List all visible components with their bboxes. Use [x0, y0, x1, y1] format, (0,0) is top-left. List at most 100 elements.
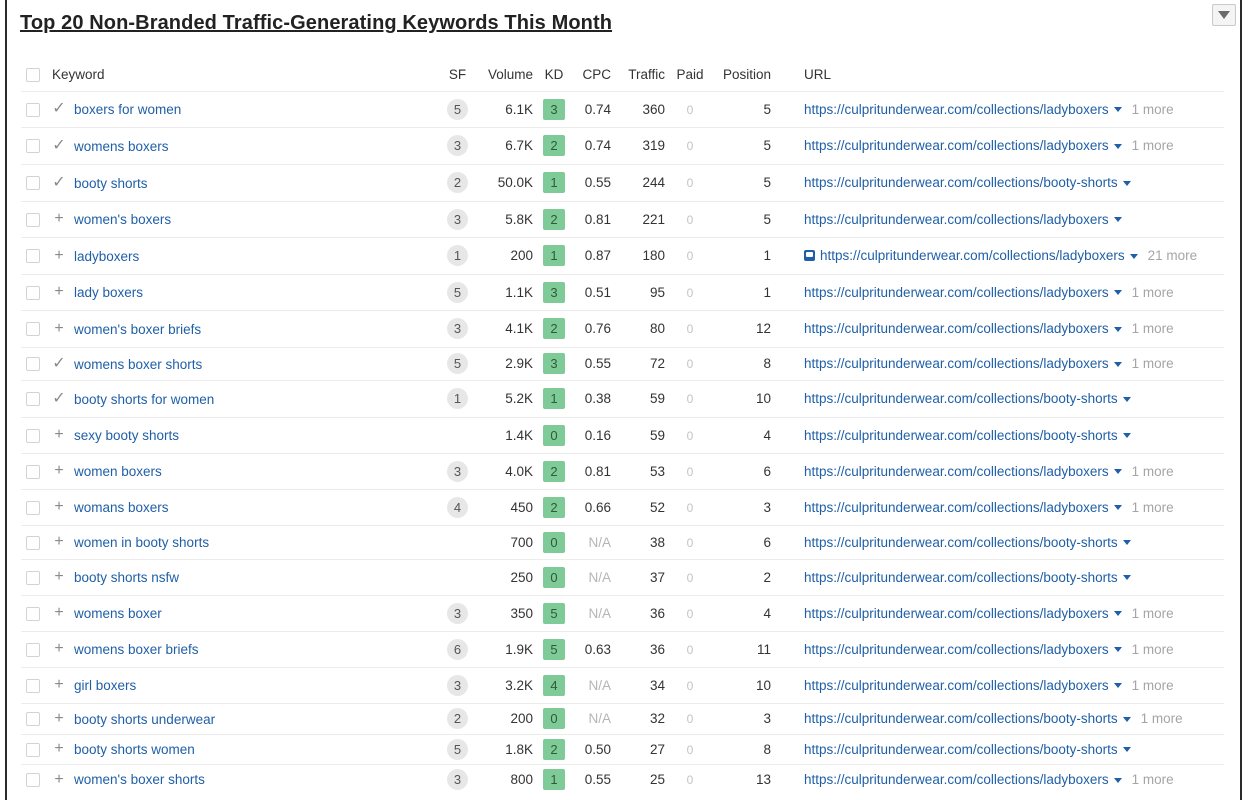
- row-checkbox[interactable]: [26, 285, 40, 300]
- add-plus-icon[interactable]: +: [54, 319, 64, 337]
- sf-badge[interactable]: 3: [447, 674, 468, 696]
- url-link[interactable]: https://culpritunderwear.com/collections…: [804, 741, 1118, 757]
- keyword-link[interactable]: booty shorts women: [74, 741, 195, 757]
- add-plus-icon[interactable]: +: [54, 604, 64, 622]
- keyword-link[interactable]: womens boxers: [74, 138, 169, 154]
- row-checkbox[interactable]: [26, 428, 40, 443]
- sf-badge[interactable]: 1: [447, 245, 468, 266]
- keyword-link[interactable]: women boxers: [74, 463, 162, 479]
- url-link[interactable]: https://culpritunderwear.com/collections…: [804, 356, 1109, 371]
- caret-down-icon[interactable]: [1113, 290, 1122, 296]
- caret-down-icon[interactable]: [1113, 361, 1122, 367]
- more-urls-link[interactable]: 1 more: [1131, 499, 1174, 515]
- row-checkbox[interactable]: [26, 102, 40, 117]
- caret-down-icon[interactable]: [1113, 505, 1122, 511]
- keyword-link[interactable]: womans boxers: [74, 499, 169, 515]
- column-header-traffic[interactable]: Traffic: [628, 66, 665, 82]
- url-link[interactable]: https://culpritunderwear.com/collections…: [804, 427, 1118, 443]
- caret-down-icon[interactable]: [1122, 540, 1131, 546]
- sf-badge[interactable]: 3: [447, 318, 468, 339]
- caret-down-icon[interactable]: [1113, 647, 1122, 653]
- caret-down-icon[interactable]: [1113, 143, 1122, 149]
- keyword-link[interactable]: booty shorts underwear: [74, 711, 216, 727]
- select-all-checkbox[interactable]: [26, 67, 40, 82]
- more-urls-link[interactable]: 1 more: [1131, 138, 1174, 153]
- add-plus-icon[interactable]: +: [54, 498, 64, 516]
- add-plus-icon[interactable]: +: [54, 426, 64, 444]
- url-link[interactable]: https://culpritunderwear.com/collections…: [804, 211, 1109, 227]
- url-link[interactable]: https://culpritunderwear.com/collections…: [804, 605, 1109, 621]
- sf-badge[interactable]: 2: [447, 172, 468, 193]
- row-checkbox[interactable]: [26, 606, 40, 621]
- caret-down-icon[interactable]: [1122, 716, 1131, 722]
- row-checkbox[interactable]: [26, 642, 40, 657]
- keyword-link[interactable]: girl boxers: [74, 677, 137, 693]
- more-urls-link[interactable]: 1 more: [1140, 711, 1183, 726]
- caret-down-icon[interactable]: [1129, 253, 1138, 259]
- more-urls-link[interactable]: 1 more: [1131, 321, 1174, 336]
- column-header-position[interactable]: Position: [722, 66, 771, 82]
- row-checkbox[interactable]: [26, 464, 40, 479]
- caret-down-icon[interactable]: [1113, 107, 1122, 113]
- keyword-link[interactable]: women's boxers: [74, 211, 172, 227]
- row-checkbox[interactable]: [26, 535, 40, 550]
- column-header-sf[interactable]: SF: [448, 66, 467, 82]
- row-checkbox[interactable]: [26, 570, 40, 585]
- keyword-link[interactable]: sexy booty shorts: [74, 427, 180, 443]
- caret-down-icon[interactable]: [1113, 683, 1122, 689]
- caret-down-icon[interactable]: [1122, 180, 1131, 186]
- caret-down-icon[interactable]: [1113, 217, 1122, 223]
- url-link[interactable]: https://culpritunderwear.com/collections…: [804, 321, 1109, 336]
- add-plus-icon[interactable]: +: [54, 709, 64, 727]
- sf-badge[interactable]: 5: [447, 98, 468, 120]
- keyword-link[interactable]: womens boxer: [74, 605, 162, 621]
- url-link[interactable]: https://culpritunderwear.com/collections…: [804, 463, 1109, 479]
- url-link[interactable]: https://culpritunderwear.com/collections…: [804, 499, 1109, 515]
- more-urls-link[interactable]: 1 more: [1131, 356, 1174, 371]
- more-urls-link[interactable]: 1 more: [1131, 101, 1174, 117]
- caret-down-icon[interactable]: [1113, 469, 1122, 475]
- more-urls-link[interactable]: 1 more: [1131, 284, 1174, 300]
- row-checkbox[interactable]: [26, 322, 40, 337]
- sf-badge[interactable]: 5: [447, 353, 468, 374]
- sf-badge[interactable]: 6: [447, 638, 468, 660]
- url-link[interactable]: https://culpritunderwear.com/collections…: [804, 641, 1109, 657]
- url-link[interactable]: https://culpritunderwear.com/collections…: [804, 534, 1118, 550]
- more-urls-link[interactable]: 1 more: [1131, 463, 1174, 479]
- url-link[interactable]: https://culpritunderwear.com/collections…: [804, 711, 1118, 726]
- more-urls-link[interactable]: 1 more: [1131, 605, 1174, 621]
- url-link[interactable]: https://culpritunderwear.com/collections…: [804, 771, 1109, 787]
- keyword-link[interactable]: women in booty shorts: [74, 534, 210, 550]
- url-link[interactable]: https://culpritunderwear.com/collections…: [804, 569, 1118, 585]
- caret-down-icon[interactable]: [1122, 396, 1131, 402]
- more-urls-link[interactable]: 1 more: [1131, 771, 1174, 787]
- row-checkbox[interactable]: [26, 772, 40, 787]
- row-checkbox[interactable]: [26, 357, 40, 372]
- caret-down-icon[interactable]: [1122, 433, 1131, 439]
- keyword-link[interactable]: womens boxer briefs: [74, 641, 199, 657]
- url-link[interactable]: https://culpritunderwear.com/collections…: [820, 248, 1125, 263]
- column-header-url[interactable]: URL: [804, 66, 832, 82]
- keyword-link[interactable]: ladyboxers: [74, 248, 140, 264]
- row-checkbox[interactable]: [26, 678, 40, 693]
- keyword-link[interactable]: boxers for women: [74, 101, 182, 117]
- add-plus-icon[interactable]: +: [54, 246, 64, 264]
- keyword-link[interactable]: women's boxer briefs: [74, 321, 202, 337]
- more-urls-link[interactable]: 1 more: [1131, 677, 1174, 693]
- sf-badge[interactable]: 3: [447, 602, 468, 624]
- add-plus-icon[interactable]: +: [54, 283, 64, 301]
- url-link[interactable]: https://culpritunderwear.com/collections…: [804, 101, 1109, 117]
- add-plus-icon[interactable]: +: [54, 533, 64, 551]
- add-plus-icon[interactable]: +: [54, 740, 64, 758]
- column-header-keyword[interactable]: Keyword: [52, 66, 105, 82]
- sf-badge[interactable]: 3: [447, 768, 468, 790]
- row-checkbox[interactable]: [26, 500, 40, 515]
- add-plus-icon[interactable]: +: [54, 640, 64, 658]
- row-checkbox[interactable]: [26, 712, 40, 727]
- more-urls-link[interactable]: 21 more: [1147, 248, 1198, 263]
- caret-down-icon[interactable]: [1113, 326, 1122, 332]
- row-checkbox[interactable]: [26, 249, 40, 264]
- url-link[interactable]: https://culpritunderwear.com/collections…: [804, 391, 1118, 406]
- keyword-link[interactable]: booty shorts nsfw: [74, 569, 180, 585]
- row-checkbox[interactable]: [26, 139, 40, 154]
